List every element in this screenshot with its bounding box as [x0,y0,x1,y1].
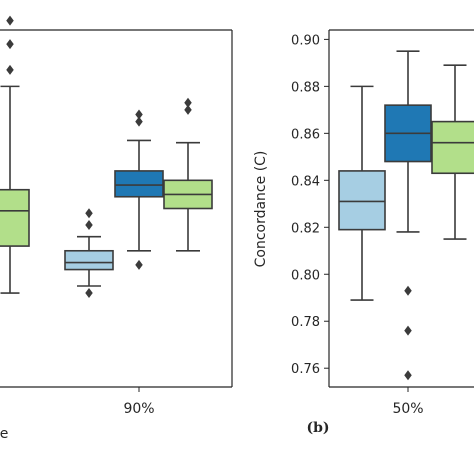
panel-a-series-1-flier-0 [85,208,93,219]
panel-a-series-0-flier-1 [6,39,14,50]
panel-b-y-tick-label-0: 0.76 [291,362,320,377]
panel-a: 90% e [0,15,233,442]
panel-a-series-0-box [0,15,30,294]
panel-a-boxes [0,15,213,299]
panel-b-series-1-flier-2 [404,370,412,381]
panel-b-y-tick-label-5: 0.86 [291,127,320,142]
panel-b-boxes [338,50,474,381]
panel-a-series-3-box [163,97,213,252]
panel-a-series-0-flier-2 [6,64,14,75]
panel-a-series-0-flier-0 [6,15,14,26]
panel-b-series-1-flier-1 [404,325,412,336]
panel-a-series-3-flier-1 [184,104,192,115]
panel-a-series-1-flier-2 [85,288,93,299]
panel-b-series-0-iqr-box [338,170,386,231]
panel-a-x-axis-label: e [0,426,8,442]
panel-b-x-tick-label: 50% [392,401,423,417]
panel-a-series-1-iqr-box [64,249,114,271]
panel-b: 0.76 0.78 0.80 0.82 0.84 0.86 0.88 0.90 Concord… [253,29,474,436]
panel-a-series-2-iqr-box [114,170,164,198]
panel-b-series-1-box [384,50,432,381]
panel-b-series-1-flier-0 [404,285,412,296]
panel-b-y-ticks: 0.76 0.78 0.80 0.82 0.84 0.86 0.88 0.90 [291,33,329,377]
panel-a-series-1-flier-1 [85,219,93,230]
panel-b-series-0-box [338,85,386,301]
panel-b-y-tick-label-3: 0.82 [291,221,320,236]
panel-a-series-3-flier-0 [184,97,192,108]
panel-a-series-2-box [114,109,164,270]
panel-b-y-tick-label-4: 0.84 [291,174,320,189]
panel-b-series-2-iqr-box [431,120,474,175]
panel-a-series-2-flier-0 [135,109,143,120]
panel-b-y-axis-label: Concordance (C) [253,151,269,268]
panel-a-x-tick-label: 90% [123,401,154,417]
panel-a-series-2-flier-1 [135,116,143,127]
panel-b-y-tick-label-7: 0.90 [291,33,320,48]
panel-b-y-tick-label-6: 0.88 [291,80,320,95]
panel-a-series-1-box [64,208,114,299]
panel-b-series-2-box [431,64,474,240]
panel-a-series-0-iqr-box [0,188,30,247]
panel-b-y-tick-label-1: 0.78 [291,315,320,330]
panel-b-label: (b) [306,420,329,436]
panel-b-y-tick-label-2: 0.80 [291,268,320,283]
panel-a-series-2-flier-2 [135,259,143,270]
